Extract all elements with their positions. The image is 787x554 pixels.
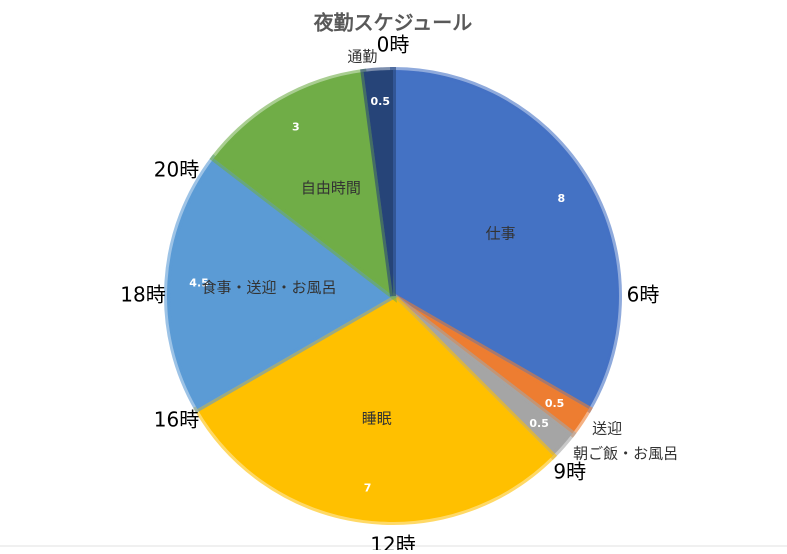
pie-slice bbox=[209, 68, 397, 303]
hour-mark: 18時 bbox=[120, 283, 165, 307]
hour-mark: 6時 bbox=[627, 283, 660, 307]
pie-slice bbox=[193, 292, 558, 525]
hour-mark: 16時 bbox=[154, 408, 199, 432]
value-label: 4.5 bbox=[189, 276, 209, 289]
category-label: 仕事 bbox=[486, 224, 516, 242]
category-label: 通勤 bbox=[347, 47, 377, 65]
hour-mark: 0時 bbox=[377, 33, 410, 57]
value-label: 0.5 bbox=[545, 397, 565, 410]
value-label: 0.5 bbox=[529, 417, 549, 430]
category-label: 朝ご飯・お風呂 bbox=[573, 444, 678, 462]
category-label: 送迎 bbox=[592, 420, 622, 438]
category-label: 自由時間 bbox=[301, 179, 361, 197]
pie-slice bbox=[164, 154, 399, 414]
category-label: 睡眠 bbox=[362, 410, 392, 428]
category-label: 食事・送迎・お風呂 bbox=[201, 278, 336, 296]
value-label: 0.5 bbox=[371, 95, 391, 108]
value-label: 3 bbox=[292, 121, 300, 134]
hour-mark: 20時 bbox=[154, 158, 199, 182]
value-label: 8 bbox=[557, 192, 565, 205]
chart-title: 夜勤スケジュール bbox=[313, 11, 473, 35]
pie-slice bbox=[390, 66, 622, 414]
value-label: 7 bbox=[364, 482, 372, 495]
hour-mark: 12時 bbox=[370, 533, 415, 551]
hour-mark: 9時 bbox=[553, 459, 586, 483]
pie-slice bbox=[360, 66, 396, 297]
